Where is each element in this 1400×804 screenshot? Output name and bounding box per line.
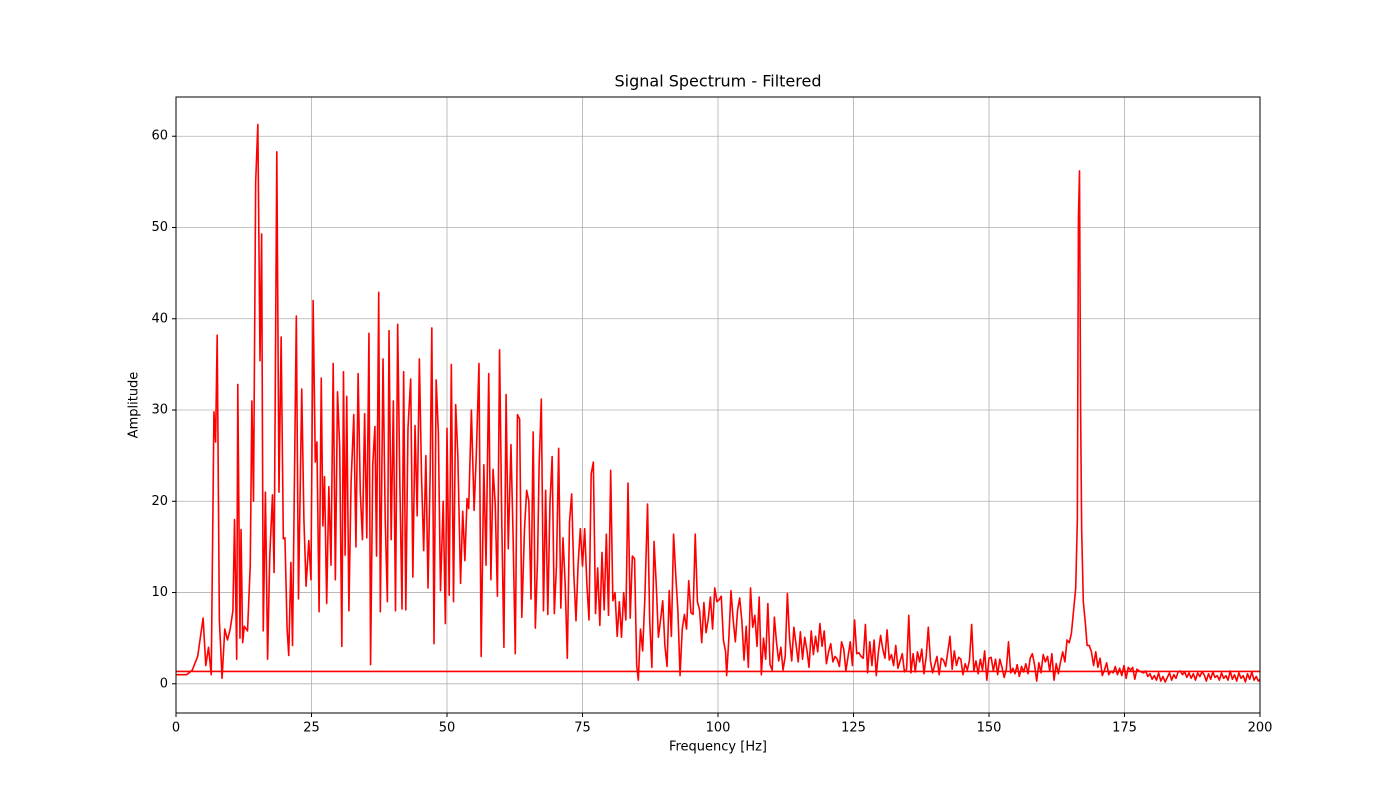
x-tick-label: 175	[1112, 721, 1137, 736]
plot-area	[176, 123, 1260, 683]
x-tick-label: 125	[841, 721, 866, 736]
x-tick-label: 100	[706, 721, 731, 736]
x-tick-label: 200	[1248, 721, 1273, 736]
y-tick-label: 60	[151, 129, 168, 144]
y-tick-label: 20	[151, 494, 168, 509]
x-tick-label: 150	[977, 721, 1002, 736]
x-tick-label: 25	[303, 721, 320, 736]
x-axis-label: Frequency [Hz]	[669, 740, 767, 755]
y-tick-label: 10	[151, 585, 168, 600]
line-series	[176, 123, 1260, 683]
y-tick-label: 0	[160, 676, 168, 691]
y-tick-label: 50	[151, 220, 168, 235]
x-tick-label: 0	[172, 721, 180, 736]
y-tick-label: 40	[151, 311, 168, 326]
x-tick-label: 50	[439, 721, 456, 736]
chart-title: Signal Spectrum - Filtered	[615, 72, 822, 91]
x-tick-label: 75	[574, 721, 591, 736]
y-tick-label: 30	[151, 403, 168, 418]
ticks: 0 25 50 75 100 125 150 175 200 0 10 20 30 40 50 60	[151, 129, 1272, 736]
y-axis-label: Amplitude	[127, 372, 142, 439]
